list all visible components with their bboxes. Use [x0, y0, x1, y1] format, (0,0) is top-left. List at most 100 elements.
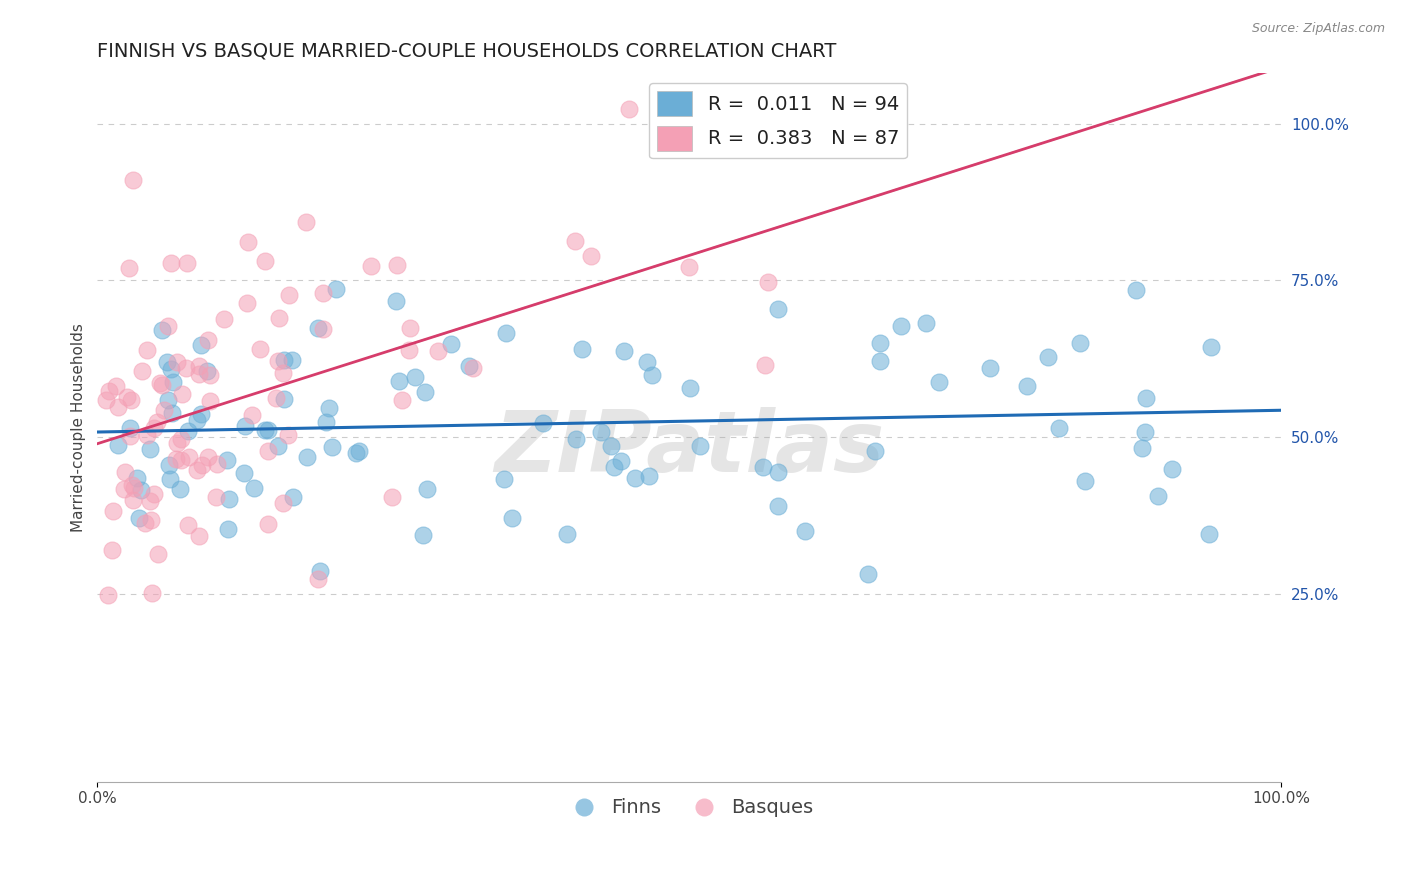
Point	[309, 564, 332, 578]
Point	[636, 355, 658, 369]
Point	[398, 343, 420, 357]
Point	[458, 359, 481, 373]
Point	[127, 471, 149, 485]
Point	[170, 452, 193, 467]
Point	[271, 366, 294, 380]
Point	[169, 482, 191, 496]
Point	[413, 385, 436, 400]
Point	[240, 409, 263, 423]
Point	[118, 260, 141, 275]
Point	[412, 528, 434, 542]
Point	[914, 317, 936, 331]
Point	[571, 342, 593, 356]
Point	[1135, 391, 1157, 405]
Point	[794, 524, 817, 538]
Point	[257, 517, 280, 532]
Point	[195, 364, 218, 378]
Y-axis label: Married-couple Households: Married-couple Households	[72, 323, 86, 532]
Point	[1130, 442, 1153, 456]
Point	[176, 256, 198, 270]
Point	[344, 446, 367, 460]
Point	[156, 319, 179, 334]
Point	[858, 566, 880, 581]
Point	[307, 572, 329, 586]
Point	[159, 472, 181, 486]
Point	[118, 429, 141, 443]
Point	[381, 490, 404, 504]
Point	[637, 469, 659, 483]
Point	[134, 516, 156, 530]
Point	[174, 361, 197, 376]
Point	[103, 503, 125, 517]
Point	[236, 235, 259, 249]
Point	[128, 511, 150, 525]
Point	[325, 282, 347, 296]
Point	[600, 439, 623, 453]
Point	[122, 172, 145, 186]
Point	[266, 391, 288, 405]
Point	[166, 354, 188, 368]
Point	[1047, 421, 1070, 435]
Point	[170, 432, 193, 446]
Point	[267, 440, 290, 454]
Text: Source: ZipAtlas.com: Source: ZipAtlas.com	[1251, 22, 1385, 36]
Point	[190, 407, 212, 421]
Point	[177, 424, 200, 438]
Point	[177, 518, 200, 533]
Point	[280, 352, 302, 367]
Point	[97, 588, 120, 602]
Point	[190, 338, 212, 352]
Point	[146, 547, 169, 561]
Point	[112, 482, 135, 496]
Point	[266, 354, 288, 368]
Point	[273, 496, 295, 510]
Point	[273, 352, 295, 367]
Point	[157, 458, 180, 472]
Point	[869, 354, 891, 368]
Point	[679, 381, 702, 395]
Point	[307, 321, 329, 335]
Point	[1073, 474, 1095, 488]
Point	[766, 465, 789, 479]
Text: FINNISH VS BASQUE MARRIED-COUPLE HOUSEHOLDS CORRELATION CHART: FINNISH VS BASQUE MARRIED-COUPLE HOUSEHO…	[97, 42, 837, 61]
Point	[281, 491, 304, 505]
Point	[1198, 526, 1220, 541]
Point	[233, 418, 256, 433]
Point	[146, 415, 169, 429]
Point	[207, 457, 229, 471]
Point	[890, 318, 912, 333]
Point	[143, 421, 166, 435]
Point	[187, 359, 209, 373]
Point	[404, 370, 426, 384]
Point	[602, 460, 624, 475]
Point	[501, 511, 523, 525]
Point	[1125, 283, 1147, 297]
Point	[399, 321, 422, 335]
Point	[754, 358, 776, 372]
Point	[121, 492, 143, 507]
Point	[186, 412, 208, 426]
Point	[387, 258, 409, 272]
Point	[162, 375, 184, 389]
Point	[233, 467, 256, 481]
Point	[186, 463, 208, 477]
Point	[766, 499, 789, 513]
Point	[253, 253, 276, 268]
Point	[678, 260, 700, 275]
Point	[461, 360, 484, 375]
Point	[295, 450, 318, 465]
Point	[439, 337, 461, 351]
Point	[136, 428, 159, 442]
Point	[579, 249, 602, 263]
Point	[492, 472, 515, 486]
Point	[318, 401, 340, 415]
Point	[115, 390, 138, 404]
Point	[267, 310, 290, 325]
Point	[122, 481, 145, 495]
Point	[869, 335, 891, 350]
Point	[179, 450, 201, 465]
Point	[217, 453, 239, 467]
Point	[613, 343, 636, 358]
Point	[555, 526, 578, 541]
Point	[624, 470, 647, 484]
